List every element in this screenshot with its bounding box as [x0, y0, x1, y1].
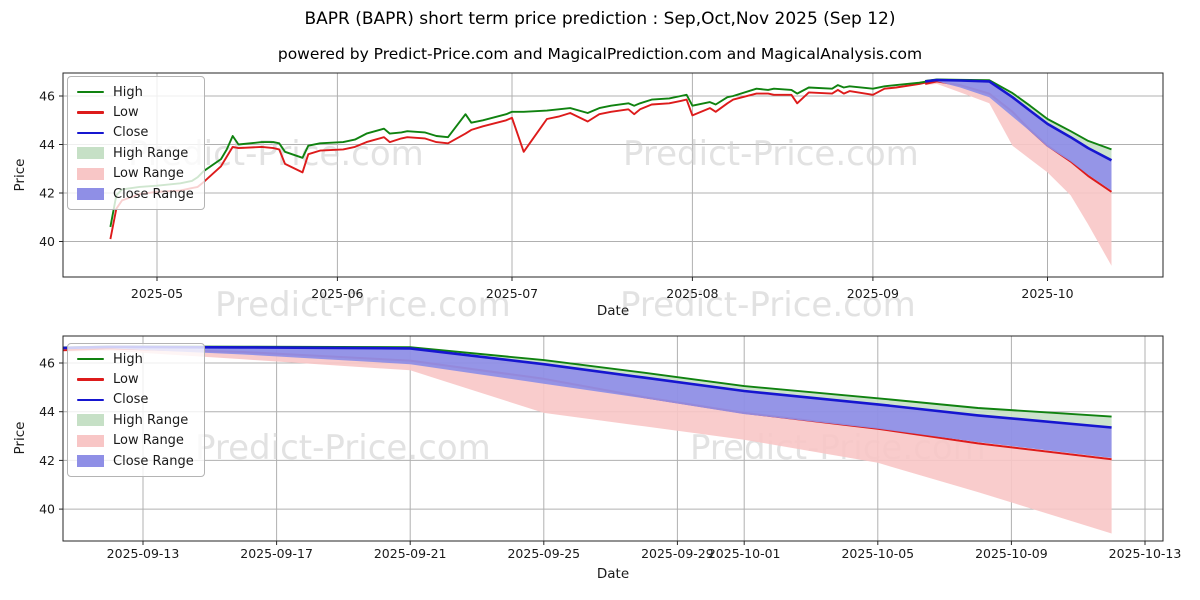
legend-patch-swatch	[77, 188, 104, 201]
x-tick-label: 2025-10	[1021, 286, 1073, 301]
legend-patch-swatch	[77, 455, 104, 468]
watermarks: Predict-Price.com Predict-Price.com Predic…	[128, 134, 986, 468]
legend-item-label: Close	[113, 125, 149, 141]
legend-item-label: Low	[113, 105, 139, 121]
legend-line-swatch	[77, 378, 104, 381]
legend-item-close-range: Close Range	[77, 184, 194, 204]
legend-item-close-range: Close Range	[77, 451, 194, 471]
legend-line-swatch	[77, 398, 104, 402]
y-tick-label: 42	[39, 186, 55, 201]
x-tick-label: 2025-09-13	[107, 546, 180, 561]
legend-item-label: High	[113, 84, 143, 100]
legend-line-swatch	[77, 357, 104, 361]
legend-item-label: Low	[113, 372, 139, 388]
watermark-text: Predict-Price.com	[215, 285, 511, 325]
legend-item-close: Close	[77, 390, 194, 410]
x-tick-label: 2025-10-01	[708, 546, 781, 561]
axes-chart-0: 2025-05 2025-06 2025-07 2025-08 2025-09 2025-…	[39, 72, 1164, 301]
bottom-legend: High Low Close High Range Low Range Close Ran…	[67, 343, 205, 478]
x-tick-label: 2025-08	[666, 286, 718, 301]
top-x-axis-label: Date	[596, 303, 630, 319]
x-tick-label: 2025-09-29	[641, 546, 714, 561]
legend-item-high: High	[77, 349, 194, 369]
legend-item-label: Close Range	[113, 186, 194, 202]
y-tick-label: 44	[39, 404, 55, 419]
legend-patch-swatch	[77, 434, 104, 447]
x-tick-label: 2025-06	[311, 286, 363, 301]
low-range-band	[63, 348, 1112, 534]
chart-title: BAPR (BAPR) short term price prediction …	[304, 9, 896, 29]
y-tick-label: 42	[39, 453, 55, 468]
legend-item-label: Low Range	[113, 166, 184, 182]
high-history-line	[109, 78, 938, 228]
legend-item-label: High Range	[113, 412, 189, 428]
x-tick-label: 2025-09	[847, 286, 899, 301]
legend-line-swatch	[77, 90, 104, 94]
legend-patch-swatch	[77, 167, 104, 180]
legend-item-low-range: Low Range	[77, 431, 194, 451]
watermark-text: Predict-Price.com	[623, 134, 919, 174]
top-legend: High Low Close High Range Low Range Close Ran…	[67, 76, 205, 211]
y-tick-label: 44	[39, 137, 55, 152]
legend-item-low: Low	[77, 369, 194, 389]
x-tick-label: 2025-05	[131, 286, 183, 301]
bottom-x-axis-label: Date	[596, 566, 630, 582]
price-history-plot	[109, 78, 1113, 266]
legend-item-high-range: High Range	[77, 143, 194, 163]
axes-chart-1: 2025-09-13 2025-09-17 2025-09-21 2025-09-25…	[39, 335, 1182, 561]
legend-item-high-range: High Range	[77, 410, 194, 430]
bottom-y-axis-label: Price	[12, 421, 28, 455]
top-y-axis-label: Price	[12, 158, 28, 192]
legend-item-close: Close	[77, 123, 194, 143]
legend-line-swatch	[77, 131, 104, 135]
x-tick-label: 2025-09-21	[374, 546, 447, 561]
legend-patch-swatch	[77, 414, 104, 427]
legend-item-high: High	[77, 82, 194, 102]
x-tick-label: 2025-10-09	[975, 546, 1048, 561]
x-tick-label: 2025-10-13	[1109, 546, 1182, 561]
legend-item-label: High Range	[113, 145, 189, 161]
low-history-line	[109, 79, 938, 240]
y-tick-label: 46	[39, 89, 55, 104]
x-tick-label: 2025-10-05	[841, 546, 914, 561]
watermark-text: Predict-Price.com	[195, 428, 491, 468]
close-prediction-line	[925, 78, 1113, 162]
x-tick-label: 2025-09-25	[507, 546, 580, 561]
legend-patch-swatch	[77, 147, 104, 160]
watermark-text: Predict-Price.com	[620, 285, 916, 325]
legend-line-swatch	[77, 111, 104, 114]
legend-item-low: Low	[77, 102, 194, 122]
legend-item-label: Close Range	[113, 453, 194, 469]
legend-item-label: High	[113, 351, 143, 367]
legend-item-low-range: Low Range	[77, 164, 194, 184]
y-tick-label: 40	[39, 502, 55, 517]
x-tick-label: 2025-09-17	[240, 546, 313, 561]
y-tick-label: 46	[39, 356, 55, 371]
chart-subtitle: powered by Predict-Price.com and Magical…	[277, 45, 923, 63]
legend-item-label: Close	[113, 392, 149, 408]
legend-item-label: Low Range	[113, 433, 184, 449]
x-tick-label: 2025-07	[486, 286, 538, 301]
y-tick-label: 40	[39, 234, 55, 249]
